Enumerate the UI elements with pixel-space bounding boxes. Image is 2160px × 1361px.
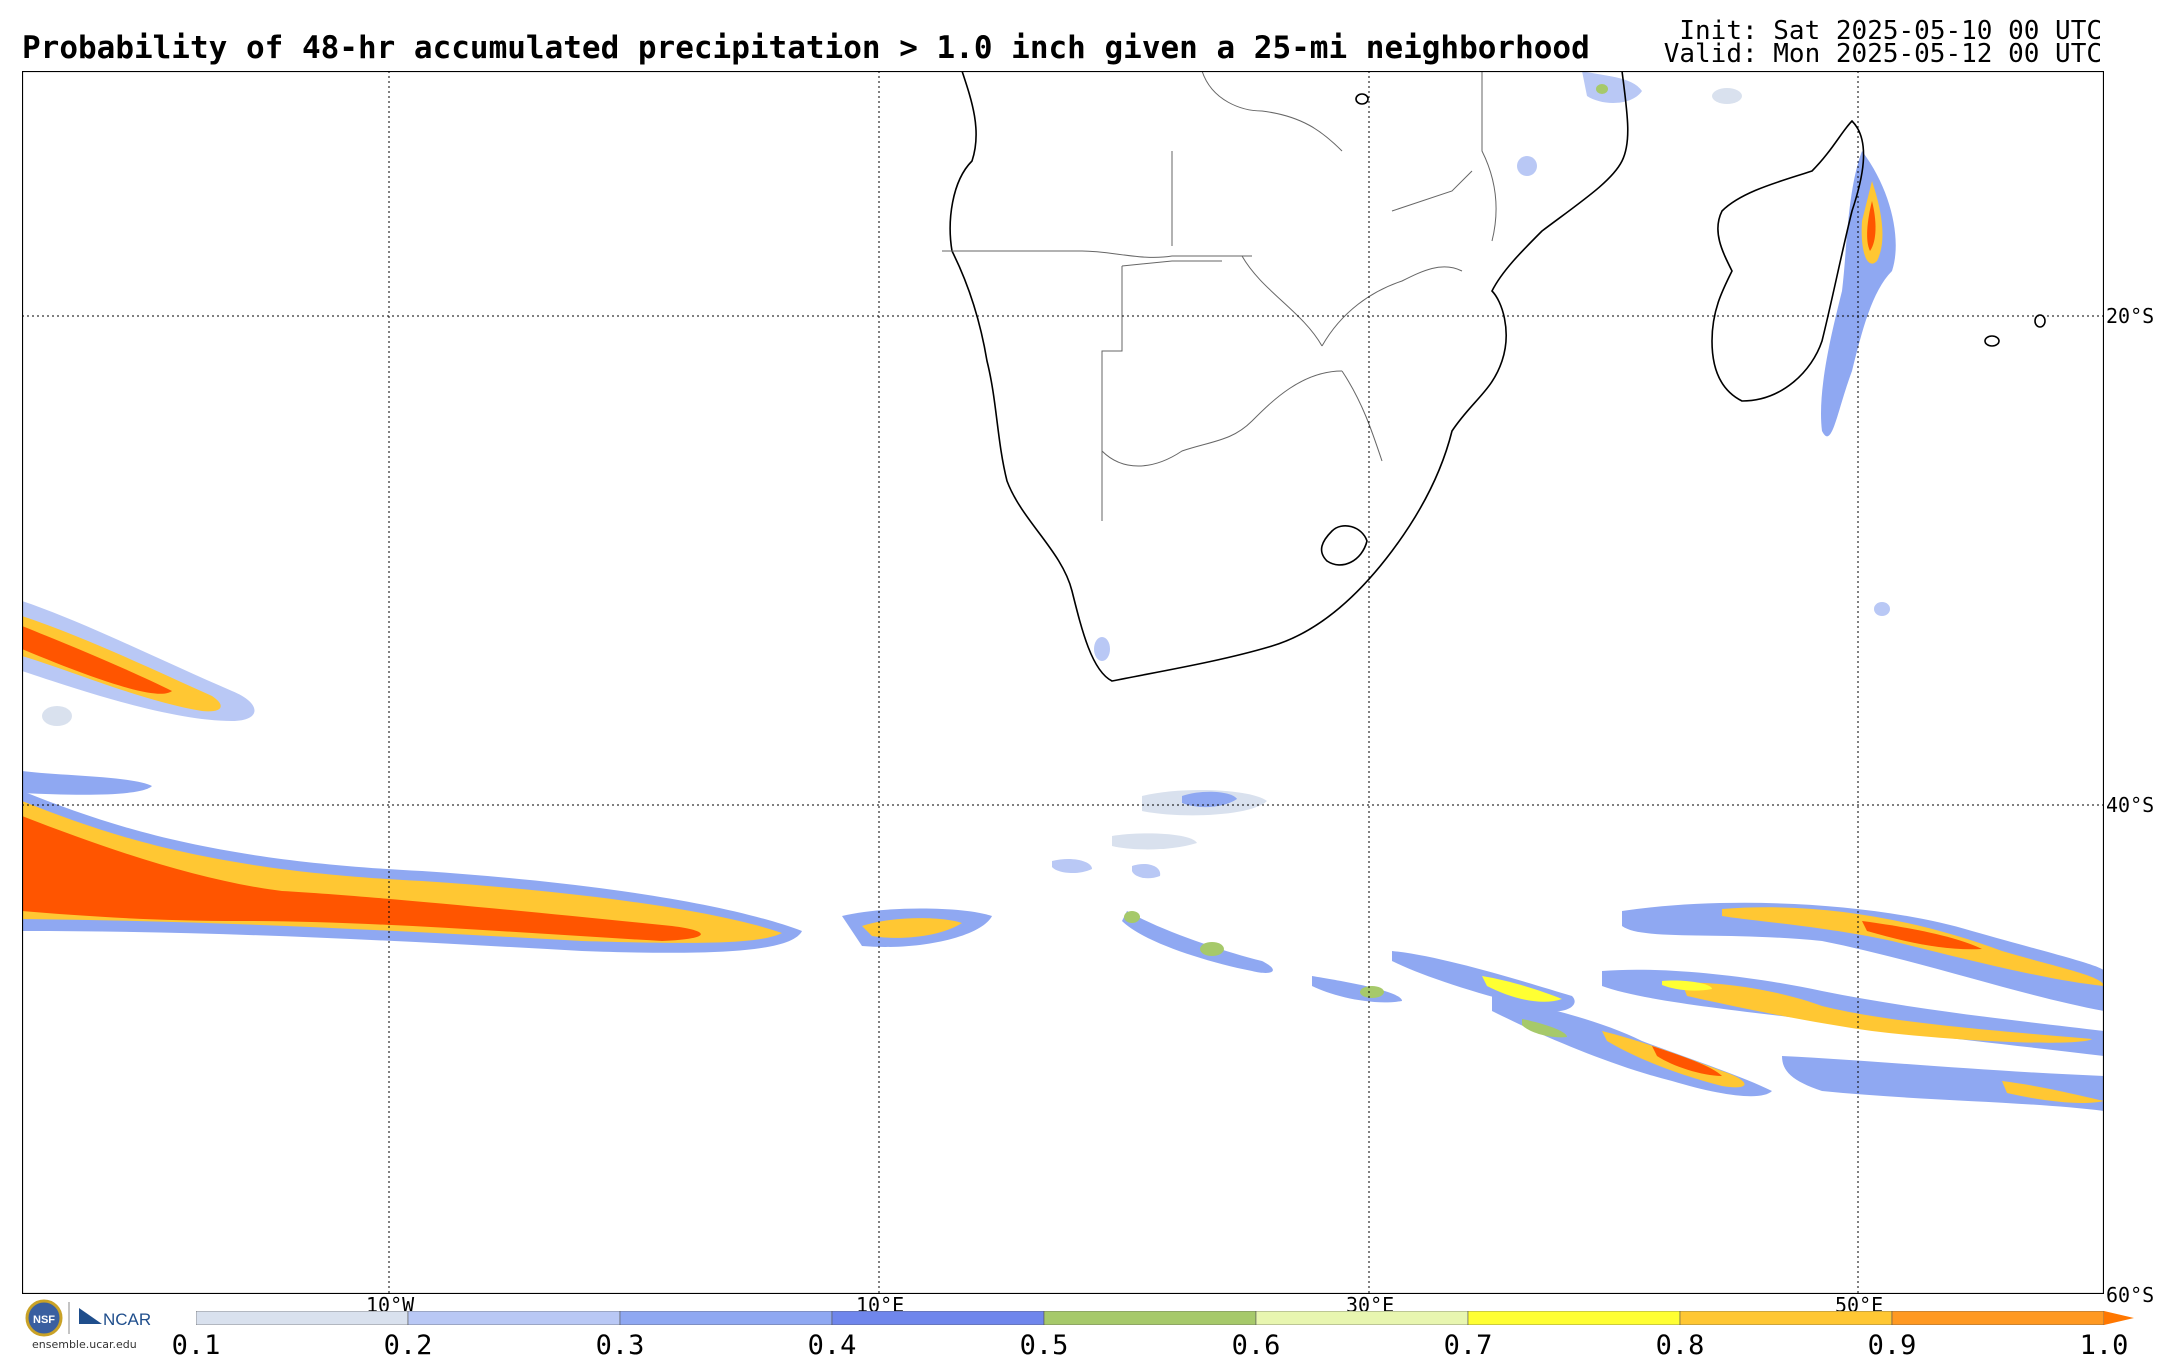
graticule xyxy=(22,71,2104,1294)
colorbar-tick-label: 0.7 xyxy=(1443,1330,1493,1361)
colorbar-tick-label: 0.4 xyxy=(807,1330,857,1361)
nsf-ncar-logo: NSF NCAR xyxy=(25,1299,151,1337)
colorbar-segment xyxy=(1891,1311,2105,1325)
colorbar-extend-arrow xyxy=(2104,1311,2134,1325)
colorbar-segment xyxy=(1467,1311,1681,1325)
lat-label-40s: 40°S xyxy=(2106,793,2155,817)
colorbar-segment xyxy=(1255,1311,1469,1325)
precipitation-map xyxy=(22,71,2104,1294)
ncar-logo-text: NCAR xyxy=(103,1310,151,1329)
borders xyxy=(942,71,1497,521)
colorbar-segment xyxy=(831,1311,1045,1325)
colorbar-segment xyxy=(196,1311,409,1325)
colorbar-tick-label: 0.6 xyxy=(1231,1330,1281,1361)
coastlines xyxy=(949,71,2046,682)
colorbar-tick-label: 0.9 xyxy=(1867,1330,1917,1361)
site-url: ensemble.ucar.edu xyxy=(32,1338,137,1351)
lat-label-60s: 60°S xyxy=(2106,1283,2155,1307)
colorbar-segment xyxy=(1679,1311,1893,1325)
valid-time: Valid: Mon 2025-05-12 00 UTC xyxy=(1663,39,2102,69)
colorbar-tick-label: 0.5 xyxy=(1019,1330,1069,1361)
colorbar-tick-label: 1.0 xyxy=(2079,1330,2129,1361)
map-title: Probability of 48-hr accumulated precipi… xyxy=(22,30,1590,66)
precip-field xyxy=(22,71,2104,1111)
init-time: Init: Sat 2025-05-10 00 UTC xyxy=(1679,16,2102,46)
lat-label-20s: 20°S xyxy=(2106,304,2155,328)
colorbar-segment xyxy=(619,1311,833,1325)
colorbar-tick-label: 0.3 xyxy=(595,1330,645,1361)
colorbar-tick-label: 0.2 xyxy=(383,1330,433,1361)
colorbar-tick-label: 0.8 xyxy=(1655,1330,1705,1361)
colorbar-segment xyxy=(1043,1311,1257,1325)
colorbar-tick-label: 0.1 xyxy=(171,1330,221,1361)
colorbar xyxy=(196,1311,2134,1325)
run-info: Init: Sat 2025-05-10 00 UTC Valid: Mon 2… xyxy=(1663,16,2102,69)
svg-text:NSF: NSF xyxy=(33,1314,55,1326)
colorbar-segment xyxy=(407,1311,621,1325)
